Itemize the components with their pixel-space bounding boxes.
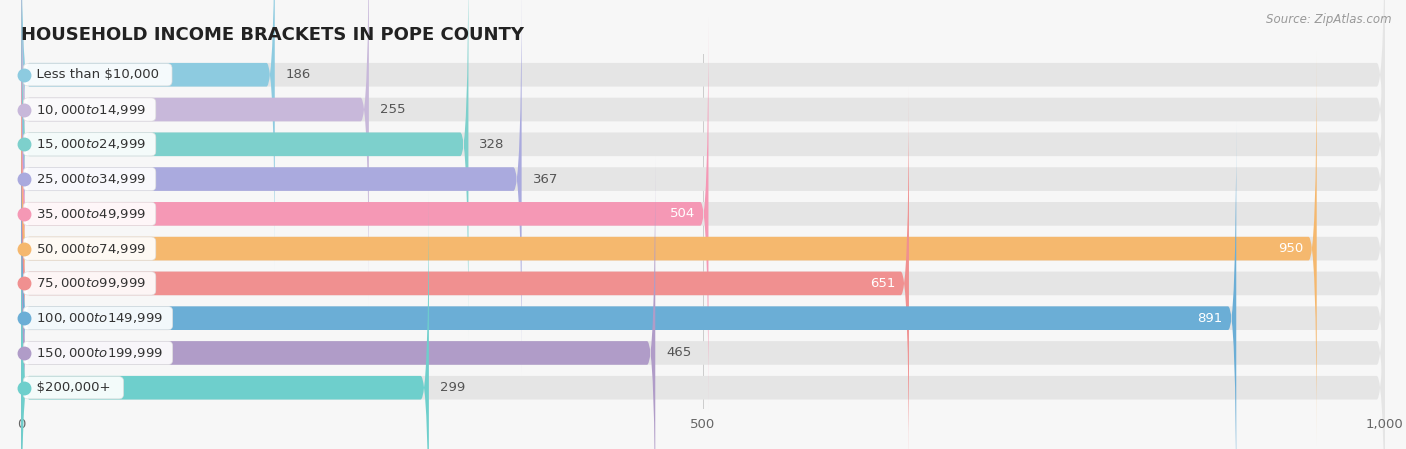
- Text: 504: 504: [669, 207, 695, 220]
- FancyBboxPatch shape: [21, 121, 1236, 449]
- Text: $50,000 to $74,999: $50,000 to $74,999: [28, 242, 152, 255]
- Text: 299: 299: [440, 381, 465, 394]
- FancyBboxPatch shape: [21, 52, 1385, 445]
- FancyBboxPatch shape: [21, 191, 1385, 449]
- Text: 328: 328: [479, 138, 505, 151]
- Text: 950: 950: [1278, 242, 1303, 255]
- Text: $15,000 to $24,999: $15,000 to $24,999: [28, 137, 152, 151]
- FancyBboxPatch shape: [21, 0, 522, 376]
- Text: $150,000 to $199,999: $150,000 to $199,999: [28, 346, 167, 360]
- Text: 255: 255: [380, 103, 405, 116]
- FancyBboxPatch shape: [21, 17, 1385, 411]
- Text: 186: 186: [285, 68, 311, 81]
- FancyBboxPatch shape: [21, 87, 1385, 449]
- FancyBboxPatch shape: [21, 0, 468, 341]
- Text: 465: 465: [666, 347, 692, 360]
- FancyBboxPatch shape: [21, 191, 429, 449]
- Text: $100,000 to $149,999: $100,000 to $149,999: [28, 311, 167, 325]
- FancyBboxPatch shape: [21, 121, 1385, 449]
- FancyBboxPatch shape: [21, 0, 1385, 376]
- Text: Less than $10,000: Less than $10,000: [28, 68, 167, 81]
- FancyBboxPatch shape: [21, 156, 655, 449]
- FancyBboxPatch shape: [21, 0, 274, 272]
- Text: $75,000 to $99,999: $75,000 to $99,999: [28, 277, 152, 291]
- Text: $200,000+: $200,000+: [28, 381, 120, 394]
- Text: 651: 651: [870, 277, 896, 290]
- Text: 891: 891: [1198, 312, 1223, 325]
- Text: HOUSEHOLD INCOME BRACKETS IN POPE COUNTY: HOUSEHOLD INCOME BRACKETS IN POPE COUNTY: [21, 26, 524, 44]
- Text: $10,000 to $14,999: $10,000 to $14,999: [28, 102, 152, 117]
- Text: Source: ZipAtlas.com: Source: ZipAtlas.com: [1267, 13, 1392, 26]
- FancyBboxPatch shape: [21, 0, 1385, 272]
- FancyBboxPatch shape: [21, 17, 709, 411]
- FancyBboxPatch shape: [21, 0, 368, 306]
- FancyBboxPatch shape: [21, 87, 908, 449]
- Text: $35,000 to $49,999: $35,000 to $49,999: [28, 207, 152, 221]
- FancyBboxPatch shape: [21, 0, 1385, 341]
- Text: $25,000 to $34,999: $25,000 to $34,999: [28, 172, 152, 186]
- FancyBboxPatch shape: [21, 52, 1317, 445]
- FancyBboxPatch shape: [21, 0, 1385, 306]
- Text: 367: 367: [533, 172, 558, 185]
- FancyBboxPatch shape: [21, 156, 1385, 449]
